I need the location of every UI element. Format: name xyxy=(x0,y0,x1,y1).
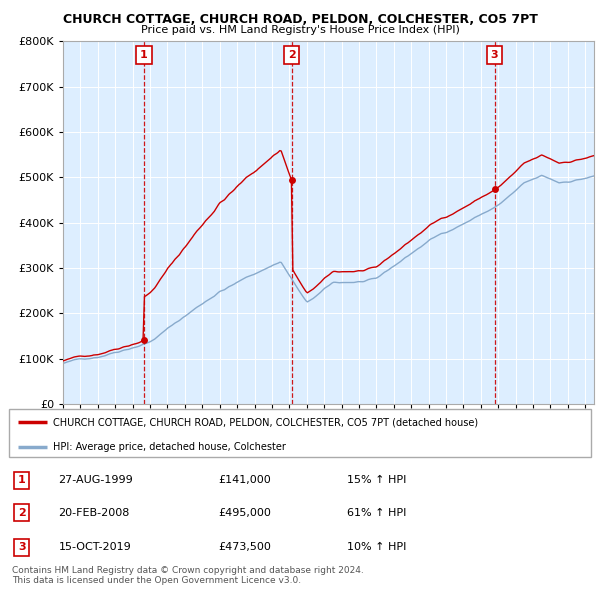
Text: 10% ↑ HPI: 10% ↑ HPI xyxy=(347,542,406,552)
Text: 1: 1 xyxy=(18,475,26,485)
Text: 1: 1 xyxy=(140,50,148,60)
Text: 2: 2 xyxy=(288,50,295,60)
Text: 61% ↑ HPI: 61% ↑ HPI xyxy=(347,508,406,517)
Text: £473,500: £473,500 xyxy=(218,542,271,552)
Text: Price paid vs. HM Land Registry's House Price Index (HPI): Price paid vs. HM Land Registry's House … xyxy=(140,25,460,35)
Text: £495,000: £495,000 xyxy=(218,508,271,517)
Text: CHURCH COTTAGE, CHURCH ROAD, PELDON, COLCHESTER, CO5 7PT (detached house): CHURCH COTTAGE, CHURCH ROAD, PELDON, COL… xyxy=(53,417,478,427)
Text: £141,000: £141,000 xyxy=(218,475,271,485)
Text: 3: 3 xyxy=(491,50,499,60)
Text: Contains HM Land Registry data © Crown copyright and database right 2024.: Contains HM Land Registry data © Crown c… xyxy=(12,566,364,575)
Text: 3: 3 xyxy=(18,542,26,552)
Text: HPI: Average price, detached house, Colchester: HPI: Average price, detached house, Colc… xyxy=(53,441,286,451)
Text: 20-FEB-2008: 20-FEB-2008 xyxy=(58,508,130,517)
Text: This data is licensed under the Open Government Licence v3.0.: This data is licensed under the Open Gov… xyxy=(12,576,301,585)
Text: CHURCH COTTAGE, CHURCH ROAD, PELDON, COLCHESTER, CO5 7PT: CHURCH COTTAGE, CHURCH ROAD, PELDON, COL… xyxy=(62,13,538,26)
Text: 27-AUG-1999: 27-AUG-1999 xyxy=(58,475,133,485)
Text: 15% ↑ HPI: 15% ↑ HPI xyxy=(347,475,406,485)
Text: 2: 2 xyxy=(18,508,26,517)
Text: 15-OCT-2019: 15-OCT-2019 xyxy=(58,542,131,552)
